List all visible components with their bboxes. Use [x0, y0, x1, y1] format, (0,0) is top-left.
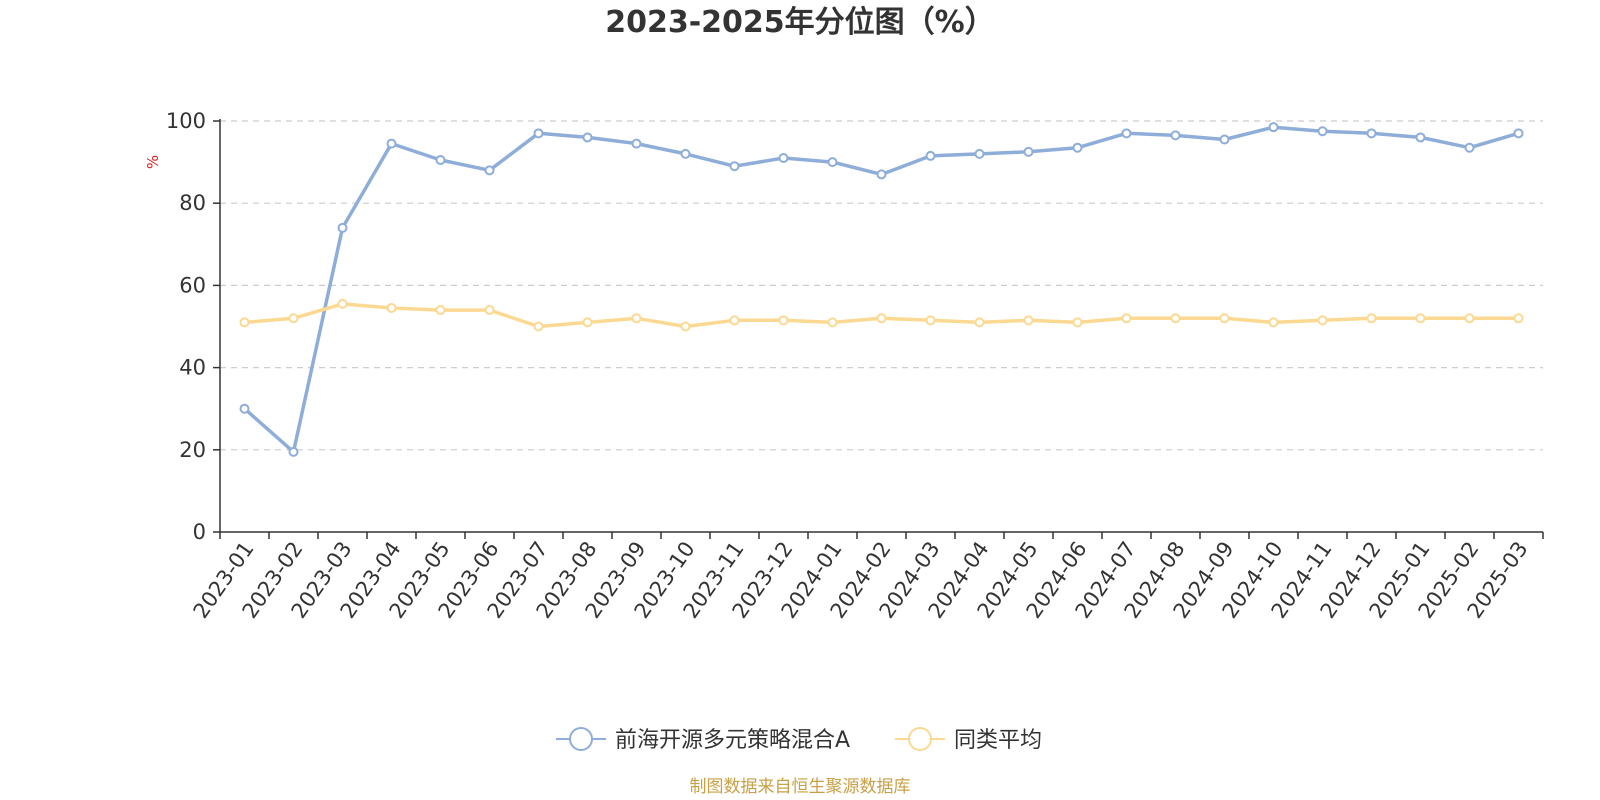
- series-1-point[interactable]: [582, 132, 593, 143]
- series-2-point[interactable]: [876, 313, 887, 324]
- series-1-point[interactable]: [1121, 128, 1132, 139]
- chart-title: 2023-2025年分位图（%）: [605, 5, 995, 40]
- series-2-point[interactable]: [582, 317, 593, 328]
- series-1-point[interactable]: [386, 138, 397, 149]
- series-1-point[interactable]: [435, 155, 446, 166]
- source-note: 制图数据来自恒生聚源数据库: [690, 777, 911, 797]
- series-1-point[interactable]: [680, 148, 691, 159]
- legend-item-2[interactable]: 同类平均: [895, 727, 1042, 753]
- series-1-point[interactable]: [925, 150, 936, 161]
- y-tick-label: 20: [179, 438, 206, 462]
- series-1-point[interactable]: [288, 446, 299, 457]
- series-1-point[interactable]: [1317, 126, 1328, 137]
- series-1-point[interactable]: [631, 138, 642, 149]
- y-tick-label: 80: [179, 191, 206, 215]
- series-2-point[interactable]: [631, 313, 642, 324]
- grid-lines: [220, 120, 1543, 451]
- series-2-point[interactable]: [1513, 313, 1524, 324]
- y-tick-label: 40: [179, 356, 206, 380]
- axes: 0204060801002023-012023-022023-032023-04…: [166, 109, 1544, 623]
- series-2-point[interactable]: [1072, 317, 1083, 328]
- series-2-point[interactable]: [435, 305, 446, 316]
- series-1-point[interactable]: [484, 165, 495, 176]
- series-2-point[interactable]: [239, 317, 250, 328]
- series-1-point[interactable]: [827, 157, 838, 168]
- series-2-point[interactable]: [974, 317, 985, 328]
- series-2-point[interactable]: [533, 321, 544, 332]
- series-2-point[interactable]: [1219, 313, 1230, 324]
- series-2-point[interactable]: [925, 315, 936, 326]
- series-2-point[interactable]: [778, 315, 789, 326]
- series-2-point[interactable]: [484, 305, 495, 316]
- series-1-point[interactable]: [1023, 146, 1034, 157]
- series-2-point[interactable]: [680, 321, 691, 332]
- legend-circle-icon: [908, 727, 932, 751]
- y-tick-label: 0: [193, 520, 206, 544]
- series-2-point[interactable]: [1415, 313, 1426, 324]
- series-1-point[interactable]: [533, 128, 544, 139]
- series-1-point[interactable]: [337, 222, 348, 233]
- y-tick-label: 100: [166, 109, 206, 133]
- legend-label: 前海开源多元策略混合A: [615, 728, 850, 753]
- series-1-point[interactable]: [1464, 142, 1475, 153]
- legend-label: 同类平均: [954, 728, 1042, 753]
- series-2-point[interactable]: [1121, 313, 1132, 324]
- y-axis-unit: %: [144, 155, 162, 169]
- series-1-point[interactable]: [239, 403, 250, 414]
- series-2-point[interactable]: [1170, 313, 1181, 324]
- legend[interactable]: 前海开源多元策略混合A 同类平均: [556, 727, 1042, 753]
- y-tick-label: 60: [179, 273, 206, 297]
- series-1-point[interactable]: [876, 169, 887, 180]
- series-2-point[interactable]: [1464, 313, 1475, 324]
- series-1-point[interactable]: [1415, 132, 1426, 143]
- series-2-point[interactable]: [288, 313, 299, 324]
- series-1-point[interactable]: [729, 161, 740, 172]
- legend-circle-icon: [569, 727, 593, 751]
- series-1-point[interactable]: [1366, 128, 1377, 139]
- series-lines: [239, 122, 1524, 457]
- series-2-point[interactable]: [729, 315, 740, 326]
- series-2-point[interactable]: [337, 298, 348, 309]
- legend-item-1[interactable]: 前海开源多元策略混合A: [556, 727, 850, 753]
- series-2-point[interactable]: [1023, 315, 1034, 326]
- series-1-point[interactable]: [1219, 134, 1230, 145]
- series-2-point[interactable]: [1268, 317, 1279, 328]
- series-1-point[interactable]: [778, 152, 789, 163]
- series-2-point[interactable]: [827, 317, 838, 328]
- series-2-point[interactable]: [386, 303, 397, 314]
- series-1-point[interactable]: [1268, 122, 1279, 133]
- series-1-point[interactable]: [974, 148, 985, 159]
- series-1-point[interactable]: [1170, 130, 1181, 141]
- series-1-point[interactable]: [1513, 128, 1524, 139]
- series-1-point[interactable]: [1072, 142, 1083, 153]
- series-2-point[interactable]: [1366, 313, 1377, 324]
- series-2-point[interactable]: [1317, 315, 1328, 326]
